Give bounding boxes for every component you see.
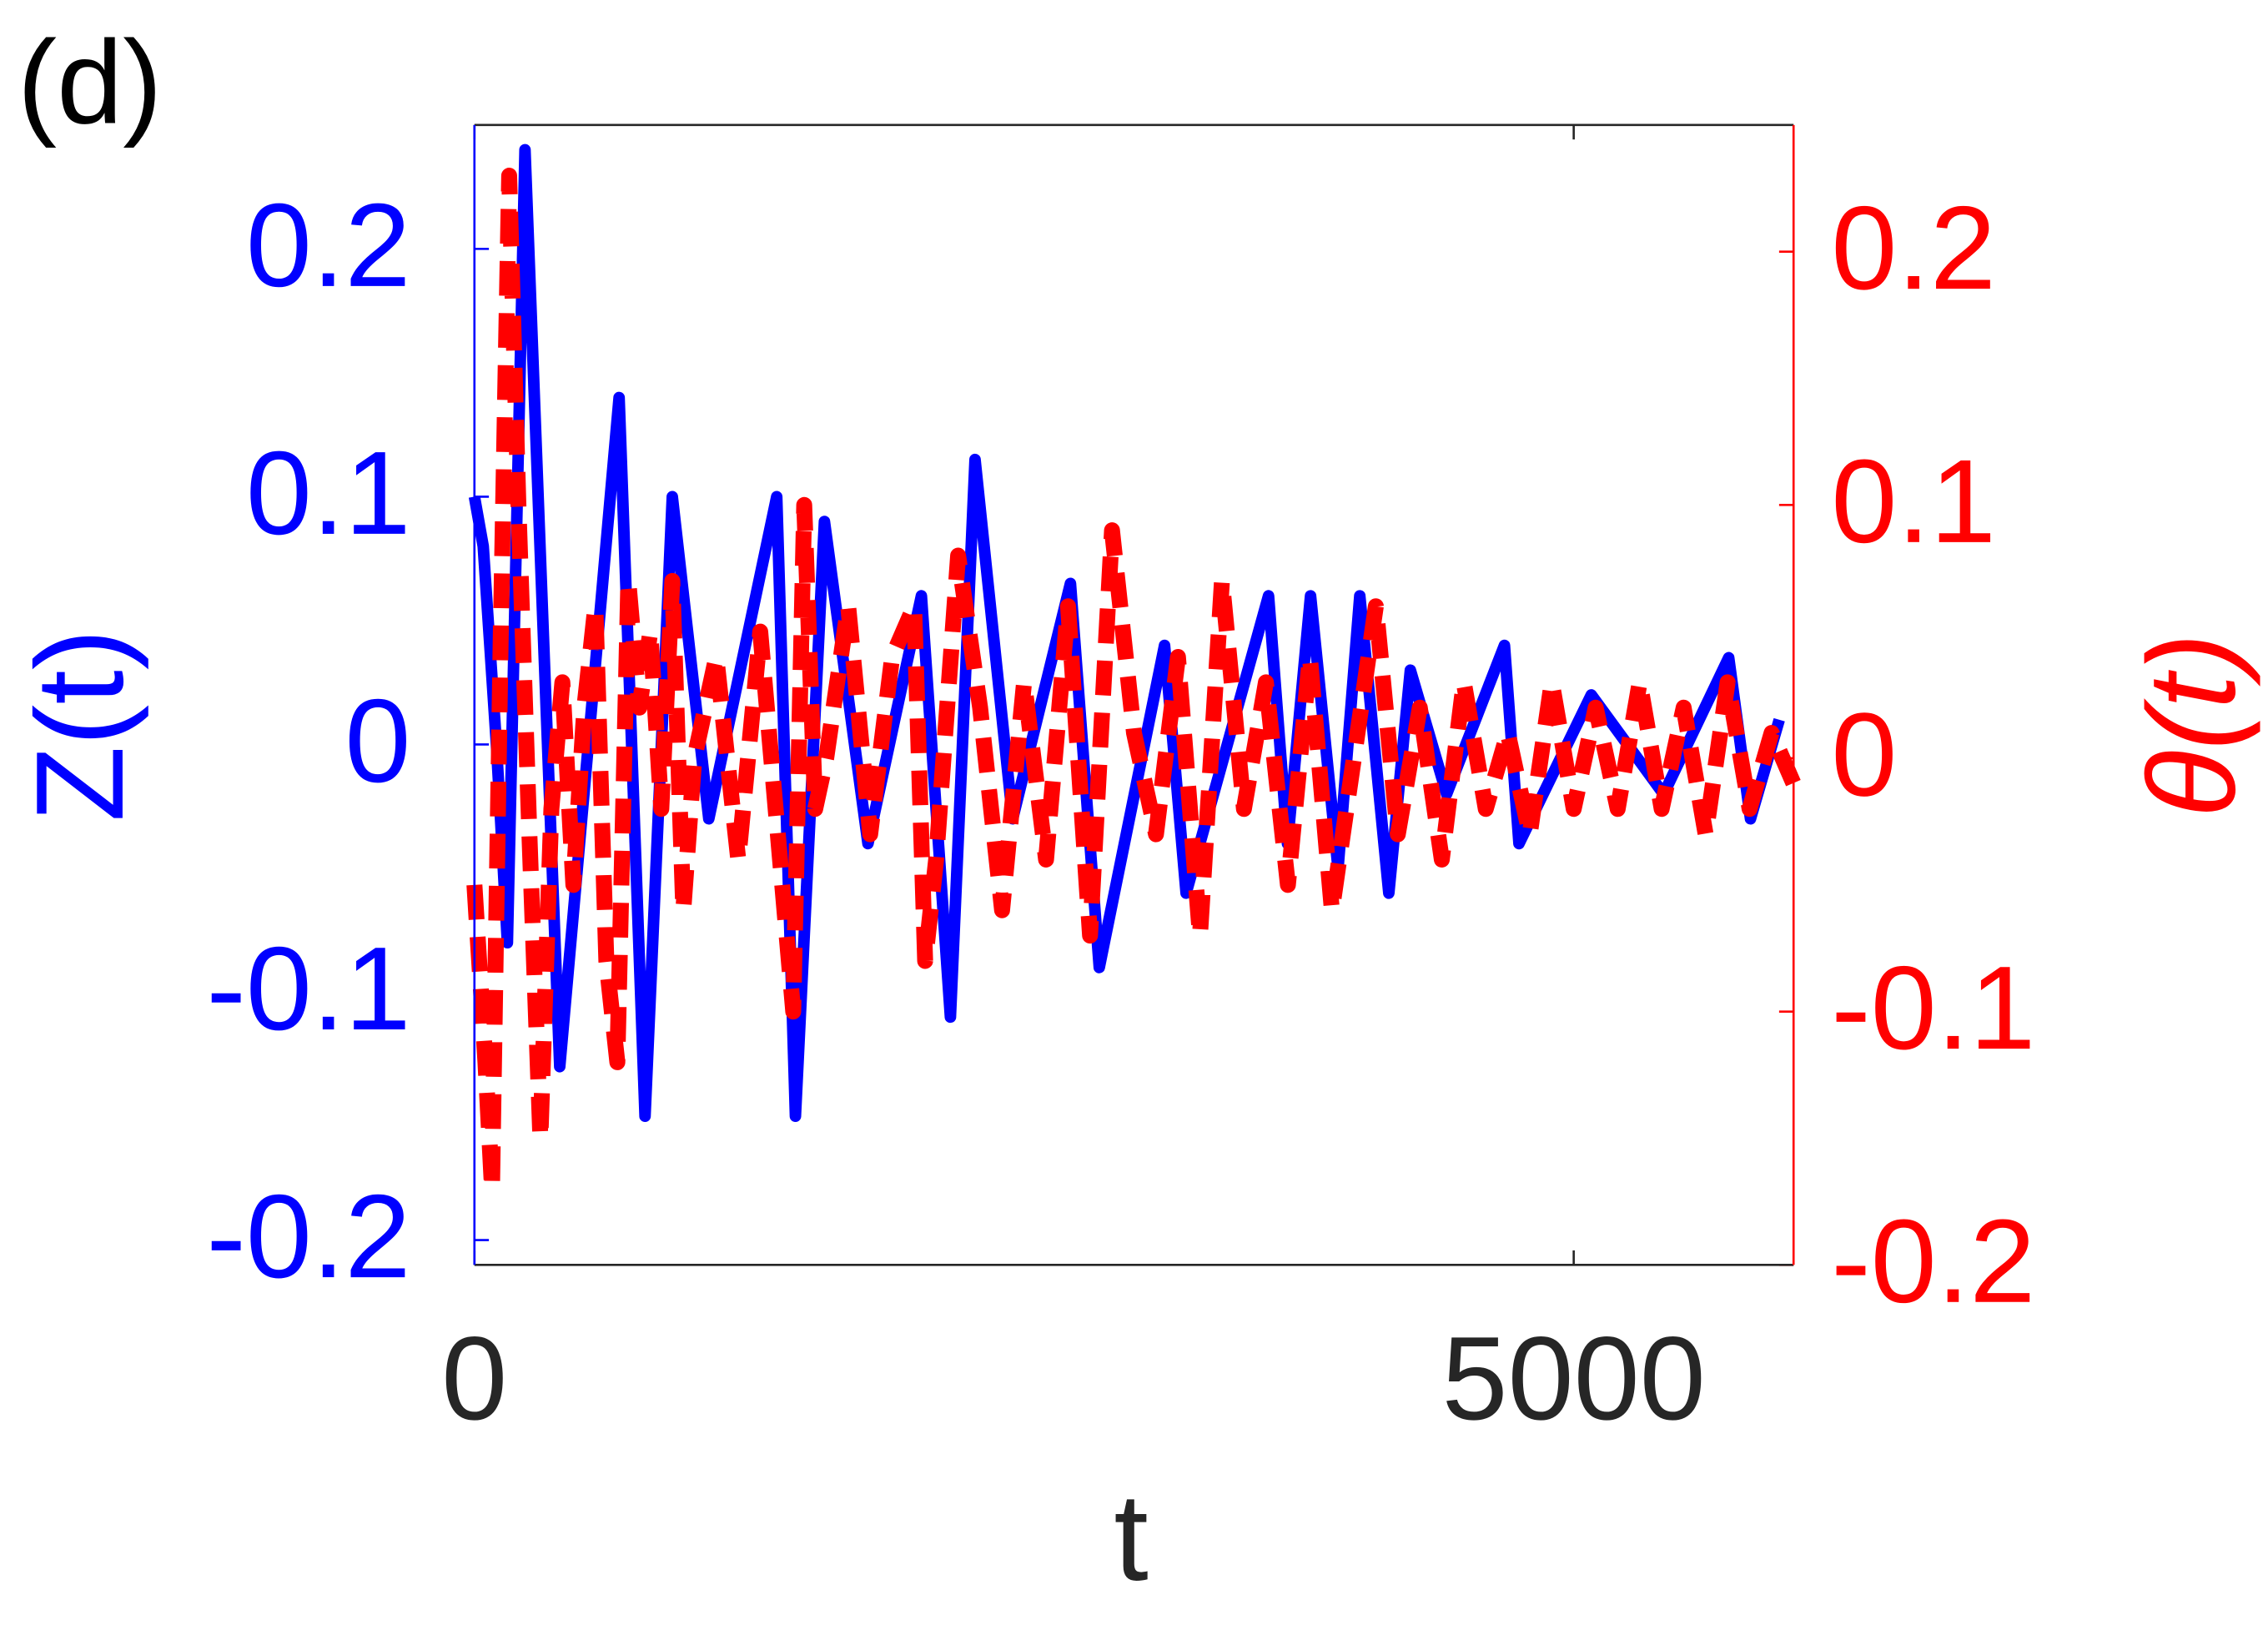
y2-tick-label: 0.1 xyxy=(1831,435,1996,568)
y-tick-label: -0.1 xyxy=(206,923,410,1055)
y2-tick-label: -0.1 xyxy=(1831,942,2035,1074)
y2-tick-label: 0 xyxy=(1831,688,1897,821)
x-tick-label: 5000 xyxy=(1441,1312,1705,1445)
y-tick-label: 0 xyxy=(344,675,410,807)
y-tick-label: 0.2 xyxy=(246,179,411,312)
y-tick-label: -0.2 xyxy=(206,1170,410,1303)
panel-label: (d) xyxy=(18,17,163,149)
x-tick-label: 0 xyxy=(441,1312,507,1445)
y2-tick-label: -0.2 xyxy=(1831,1195,2035,1328)
y2-axis-label: θ(t) xyxy=(2122,633,2261,818)
x-axis-label: t xyxy=(1114,1467,1148,1607)
series-line xyxy=(468,143,1785,1123)
series-line xyxy=(466,168,1801,1197)
y-tick-label: 0.1 xyxy=(246,427,411,560)
y-axis-label: Z(t) xyxy=(10,629,149,823)
y2-tick-label: 0.2 xyxy=(1831,182,1996,314)
